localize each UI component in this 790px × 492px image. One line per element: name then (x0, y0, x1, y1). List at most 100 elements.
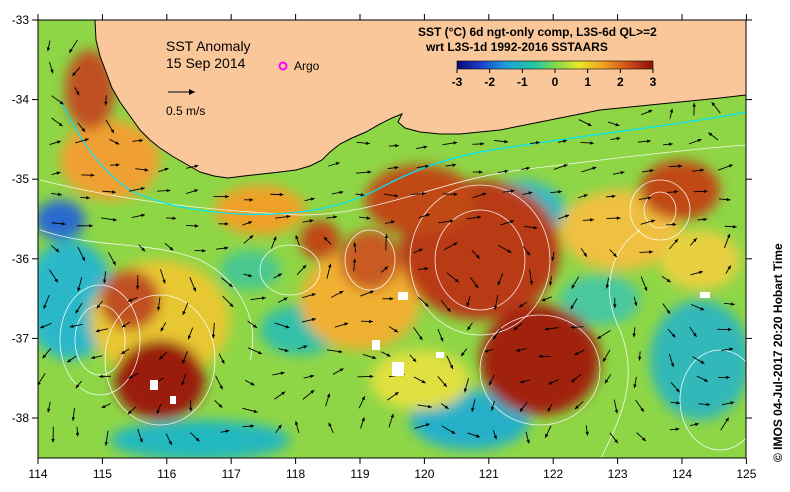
velocity-arrowhead-icon (386, 353, 391, 357)
velocity-arrowhead-icon (510, 220, 515, 224)
velocity-arrowhead-icon (279, 192, 284, 197)
velocity-arrowhead-icon (698, 270, 703, 275)
velocity-arrowhead-icon (504, 139, 509, 144)
velocity-arrowhead-icon (675, 427, 680, 431)
velocity-arrowhead-icon (674, 190, 679, 194)
velocity-arrowhead-icon (395, 143, 399, 148)
velocity-arrowhead-icon (69, 324, 74, 328)
velocity-arrowhead-icon (563, 164, 568, 168)
velocity-arrowhead-icon (647, 139, 651, 143)
velocity-arrowhead-icon (700, 360, 705, 364)
velocity-arrowhead-icon (294, 421, 299, 425)
velocity-arrowhead-icon (258, 350, 263, 355)
velocity-arrowhead-icon (38, 381, 41, 386)
velocity-arrowhead-icon (452, 163, 457, 167)
y-axis-ticks: -33-34-35-36-37-38 (12, 13, 752, 425)
velocity-arrowhead-icon (666, 309, 671, 314)
velocity-arrowhead-icon (425, 164, 429, 169)
velocity-arrowhead-icon (67, 358, 72, 363)
velocity-arrowhead-icon (310, 197, 315, 201)
velocity-arrowhead-icon (471, 407, 475, 412)
velocity-arrowhead-icon (544, 327, 549, 331)
velocity-arrowhead-icon (218, 403, 223, 408)
velocity-arrowhead-icon (352, 258, 357, 263)
velocity-arrowhead-icon (75, 91, 80, 96)
velocity-arrowhead-icon (493, 435, 497, 440)
velocity-arrowhead-icon (548, 281, 553, 286)
map-title: SST Anomaly (166, 38, 251, 54)
velocity-arrowhead-icon (156, 409, 160, 414)
velocity-arrowhead-icon (286, 214, 291, 219)
velocity-arrowhead-icon (224, 222, 229, 226)
velocity-arrowhead-icon (477, 215, 482, 220)
velocity-arrowhead-icon (519, 407, 524, 412)
velocity-arrowhead-icon (449, 365, 454, 370)
velocity-arrowhead-icon (440, 337, 444, 342)
velocity-arrowhead-icon (302, 264, 307, 269)
sst-field (38, 20, 746, 458)
velocity-arrowhead-icon (102, 279, 107, 284)
x-tick-label: 116 (157, 467, 176, 481)
plot-frame (37, 19, 747, 459)
velocity-arrowhead-icon (547, 407, 552, 412)
velocity-arrowhead-icon (219, 385, 223, 390)
velocity-arrowhead-icon (280, 371, 285, 375)
velocity-arrowhead-icon (248, 221, 253, 225)
velocity-arrowhead-icon (112, 190, 116, 194)
y-tick-label: -38 (12, 411, 30, 425)
velocity-arrowhead-icon (339, 291, 344, 295)
x-tick-label: 118 (286, 467, 305, 481)
velocity-arrowhead-icon (194, 189, 199, 193)
velocity-arrowhead-icon (585, 431, 589, 436)
colorbar-tick-label: 2 (617, 75, 624, 89)
velocity-arrowhead-icon (513, 326, 518, 331)
velocity-arrowhead-icon (475, 254, 480, 259)
velocity-arrowhead-icon (360, 193, 365, 197)
velocity-arrowhead-icon (489, 381, 493, 386)
velocity-arrowhead-icon (574, 405, 579, 410)
velocity-arrowhead-icon (461, 352, 465, 357)
velocity-arrowhead-icon (692, 102, 696, 107)
velocity-arrowhead-icon (250, 382, 255, 386)
velocity-arrowhead-icon (641, 437, 646, 441)
velocity-arrowhead-icon (570, 305, 575, 310)
velocity-arrowhead-icon (490, 406, 495, 411)
velocity-arrowhead-icon (84, 138, 89, 142)
velocity-arrowhead-icon (693, 238, 697, 242)
velocity-arrowhead-icon (480, 142, 485, 146)
velocity-arrowhead-icon (674, 239, 679, 243)
velocity-arrowhead-icon (703, 189, 708, 194)
velocity-arrowhead-icon (277, 273, 282, 277)
x-tick-label: 124 (672, 467, 692, 481)
velocity-arrowhead-icon (284, 348, 289, 352)
velocity-arrowhead-icon (590, 218, 594, 222)
velocity-arrowhead-icon (372, 355, 377, 360)
velocity-arrowhead-icon (101, 404, 106, 408)
velocity-arrowhead-icon (104, 101, 108, 106)
velocity-arrowhead-icon (369, 374, 374, 379)
velocity-arrowhead-icon (733, 225, 737, 229)
velocity-arrowhead-icon (570, 325, 575, 330)
velocity-arrowhead-icon (56, 171, 61, 175)
velocity-arrowhead-icon (303, 345, 308, 349)
velocity-arrowhead-icon (668, 142, 673, 146)
y-tick-label: -33 (12, 13, 30, 27)
velocity-arrowhead-icon (81, 127, 86, 132)
velocity-arrowhead-icon (726, 375, 730, 380)
velocity-arrowhead-icon (159, 355, 164, 360)
velocity-arrowhead-icon (112, 217, 117, 222)
velocity-arrowhead-icon (730, 302, 735, 306)
velocity-arrowhead-icon (507, 249, 512, 253)
velocity-arrowhead-icon (648, 109, 653, 114)
velocity-arrowhead-icon (141, 213, 145, 218)
velocity-arrowhead-icon (95, 328, 100, 333)
velocity-arrowhead-icon (162, 279, 166, 284)
velocity-arrowhead-icon (47, 408, 51, 413)
velocity-arrowhead-icon (339, 190, 344, 195)
velocity-arrowhead-icon (425, 423, 430, 427)
velocity-arrowhead-icon (453, 141, 458, 145)
velocity-arrowhead-icon (253, 324, 258, 328)
velocity-arrowhead-icon (703, 217, 708, 222)
altimetry-contours (39, 144, 746, 458)
